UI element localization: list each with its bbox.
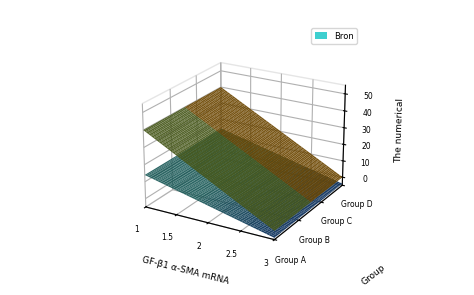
X-axis label: GF-β1 α-SMA mRNA: GF-β1 α-SMA mRNA xyxy=(141,255,229,286)
Legend: Bron: Bron xyxy=(311,28,357,44)
Y-axis label: Group: Group xyxy=(359,263,386,287)
